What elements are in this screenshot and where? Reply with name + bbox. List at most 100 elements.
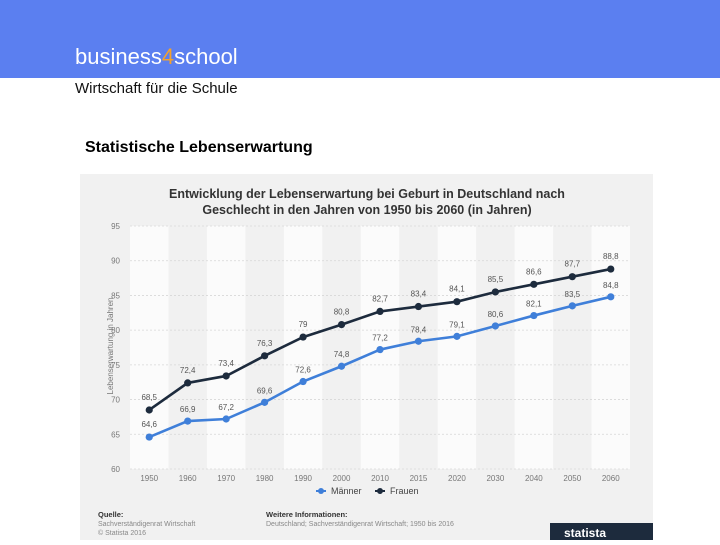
chart-image: Entwicklung der Lebenserwartung bei Gebu… xyxy=(80,174,653,540)
x-tick-label: 2040 xyxy=(525,474,543,483)
y-tick-label: 95 xyxy=(111,222,120,231)
column-band xyxy=(437,226,477,469)
legend-label: Frauen xyxy=(390,486,419,496)
data-label: 66,9 xyxy=(180,405,196,414)
info-heading: Weitere Informationen: xyxy=(266,510,348,519)
x-tick-label: 1980 xyxy=(256,474,274,483)
x-tick-label: 1950 xyxy=(140,474,158,483)
data-point xyxy=(184,379,192,387)
data-point xyxy=(568,302,576,310)
data-label: 77,2 xyxy=(372,334,388,343)
data-label: 80,6 xyxy=(488,310,504,319)
data-point xyxy=(337,320,346,329)
data-point xyxy=(453,332,461,340)
header-subtitle: Wirtschaft für die Schule xyxy=(75,80,238,97)
data-label: 79 xyxy=(299,320,308,329)
x-tick-label: 2060 xyxy=(602,474,620,483)
x-tick-label: 2010 xyxy=(371,474,389,483)
x-tick-label: 2020 xyxy=(448,474,466,483)
column-band xyxy=(130,226,169,469)
data-label: 69,6 xyxy=(257,386,273,395)
data-point xyxy=(299,377,307,386)
data-label: 67,2 xyxy=(218,403,234,412)
data-label: 74,8 xyxy=(334,350,350,359)
statista-logo: statista xyxy=(564,526,606,540)
brand-logo: business4school xyxy=(75,44,238,70)
data-point xyxy=(261,352,269,360)
source-line1: Sachverständigenrat Wirtschaft xyxy=(98,521,195,528)
data-label: 86,6 xyxy=(526,267,542,276)
column-band xyxy=(283,226,323,469)
data-label: 73,4 xyxy=(218,359,234,368)
data-point xyxy=(491,322,499,330)
data-label: 83,4 xyxy=(411,290,427,299)
y-tick-label: 60 xyxy=(111,465,120,474)
brand-digit: 4 xyxy=(161,44,175,69)
column-band xyxy=(206,226,246,469)
data-label: 80,8 xyxy=(334,308,350,317)
data-label: 78,4 xyxy=(411,325,427,334)
legend-marker xyxy=(377,488,383,494)
x-tick-label: 2000 xyxy=(333,474,351,483)
source-line2: © Statista 2016 xyxy=(98,529,146,537)
y-tick-label: 75 xyxy=(111,361,120,370)
data-point xyxy=(453,298,461,306)
data-label: 87,7 xyxy=(565,260,581,269)
info-line: Deutschland; Sachverständigenrat Wirtsch… xyxy=(266,521,454,528)
data-point xyxy=(491,288,499,296)
x-tick-label: 2015 xyxy=(410,474,428,483)
data-point xyxy=(568,273,576,281)
legend-label: Männer xyxy=(331,486,362,496)
x-tick-label: 1990 xyxy=(294,474,312,483)
y-tick-label: 80 xyxy=(111,326,120,335)
brand-suffix: school xyxy=(174,44,238,69)
slide-title: Statistische Lebenserwartung xyxy=(85,139,313,156)
y-tick-label: 85 xyxy=(111,291,120,300)
data-point xyxy=(607,293,615,301)
data-label: 88,8 xyxy=(603,252,619,261)
x-tick-label: 1970 xyxy=(217,474,235,483)
line-chart: Entwicklung der Lebenserwartung bei Gebu… xyxy=(98,187,653,540)
data-point xyxy=(222,372,230,380)
chart-title-line1: Entwicklung der Lebenserwartung bei Gebu… xyxy=(169,187,565,201)
data-label: 84,1 xyxy=(449,285,465,294)
data-point xyxy=(145,406,153,414)
data-label: 82,7 xyxy=(372,294,388,303)
y-axis-label: Lebenserwartung in Jahren xyxy=(106,298,115,395)
y-tick-label: 65 xyxy=(111,430,120,439)
data-label: 84,8 xyxy=(603,281,619,290)
y-tick-label: 70 xyxy=(111,396,120,405)
data-label: 64,6 xyxy=(141,420,157,429)
data-label: 68,5 xyxy=(141,393,157,402)
header-bar xyxy=(0,0,720,78)
data-point xyxy=(261,398,269,406)
x-tick-label: 2050 xyxy=(563,474,581,483)
data-point xyxy=(376,307,384,315)
data-label: 72,4 xyxy=(180,366,196,375)
column-band xyxy=(514,226,554,469)
data-label: 76,3 xyxy=(257,339,273,348)
data-point xyxy=(414,302,423,311)
data-point xyxy=(530,311,538,320)
column-band xyxy=(591,226,630,469)
y-tick-label: 90 xyxy=(111,257,120,266)
data-point xyxy=(414,337,423,345)
statista-logo-bg xyxy=(550,523,653,540)
data-label: 82,1 xyxy=(526,300,542,309)
x-tick-label: 1960 xyxy=(179,474,197,483)
legend-marker xyxy=(318,488,324,494)
data-label: 79,1 xyxy=(449,320,465,329)
data-point xyxy=(299,333,307,341)
brand-prefix: business xyxy=(75,44,162,69)
data-point xyxy=(145,433,153,441)
data-label: 83,5 xyxy=(565,290,581,299)
chart-title-line2: Geschlecht in den Jahren von 1950 bis 20… xyxy=(202,203,531,217)
data-point xyxy=(376,345,384,354)
data-point xyxy=(184,417,192,425)
source-heading: Quelle: xyxy=(98,510,123,519)
data-point xyxy=(222,415,230,423)
data-point xyxy=(607,265,615,273)
data-label: 72,6 xyxy=(295,366,311,375)
data-label: 85,5 xyxy=(488,275,504,284)
x-tick-label: 2030 xyxy=(486,474,504,483)
